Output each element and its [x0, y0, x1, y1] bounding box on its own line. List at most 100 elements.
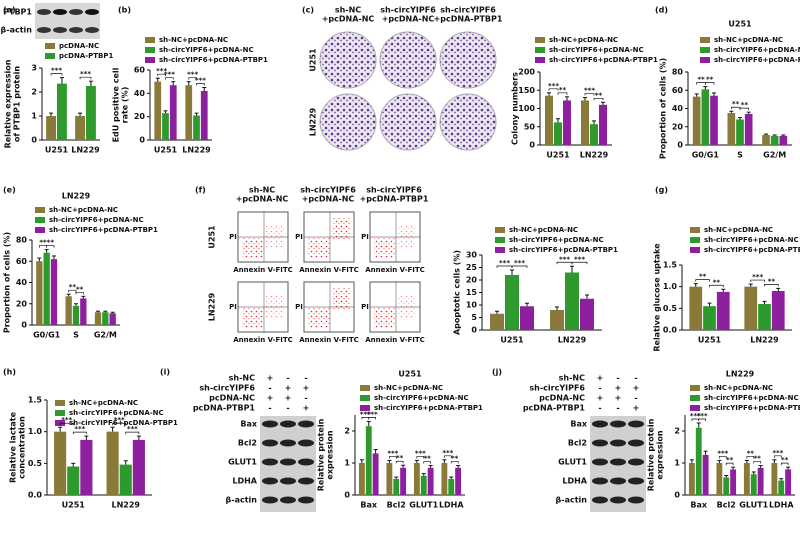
significance-bracket: [511, 265, 528, 268]
column-label: +pcDNA-NC: [322, 15, 375, 24]
blot-band: [37, 27, 51, 33]
colony-plate: [319, 93, 377, 151]
bar: [119, 464, 132, 495]
bar: [565, 272, 579, 330]
bar: [46, 116, 56, 140]
flow-dots: [374, 308, 396, 328]
treatment-label: sh-NC: [229, 374, 255, 383]
legend-swatch: [55, 400, 65, 406]
significance-bracket: [584, 93, 595, 96]
significance-label: ***: [61, 416, 72, 424]
bar: [702, 455, 709, 495]
y-axis-label: Relative protein: [647, 418, 656, 491]
x-tick-label: U251: [154, 146, 178, 155]
y-tick-label: 2: [344, 427, 350, 436]
bar: [154, 81, 162, 140]
y-tick-label: 60: [672, 86, 684, 95]
legend-swatch: [690, 385, 700, 391]
x-tick-label: Bcl2: [717, 501, 736, 510]
y-tick-label: 200: [518, 68, 535, 77]
bar: [106, 431, 119, 495]
bar: [520, 306, 534, 330]
significance-bracket: [165, 77, 174, 80]
x-tick-label: G0/G1: [692, 151, 720, 160]
legend-swatch: [55, 410, 65, 416]
flow-dots: [374, 238, 396, 258]
treatment-label: pcDNA-PTBP1: [523, 404, 586, 413]
legend-label: sh-circYIPF6+pcDNA-PTBP1: [714, 56, 800, 64]
colony-plate: [439, 93, 497, 151]
y-tick-label: 0: [31, 136, 37, 145]
y-tick-label: 40: [134, 89, 146, 98]
blot-label: Bcl2: [238, 439, 257, 448]
column-label: +pcDNA-PTBP1: [360, 195, 429, 204]
legend-label: sh-circYIPF6+pcDNA-PTBP1: [704, 404, 800, 412]
legend-label: sh-NC+pcDNA-NC: [714, 36, 783, 44]
panel-label: (e): [3, 186, 16, 195]
bar: [762, 134, 770, 145]
y-axis-label: PI: [229, 233, 237, 241]
x-tick-label: Bax: [690, 501, 707, 510]
legend-label: sh-circYIPF6+pcDNA-NC: [49, 216, 144, 224]
significance-label: ***: [164, 71, 175, 79]
panel-label: (i): [160, 368, 170, 377]
significance-label: **: [706, 76, 714, 84]
bar: [72, 305, 80, 325]
significance-label: ***: [360, 410, 371, 418]
legend-label: pcDNA-NC: [59, 42, 99, 50]
column-label: sh-circYIPF6: [440, 6, 496, 15]
blot-band: [262, 458, 278, 466]
bar: [716, 291, 730, 330]
treatment-sign: -: [616, 404, 619, 413]
blot-band: [53, 9, 67, 15]
legend-label: sh-circYIPF6+pcDNA-NC: [509, 236, 604, 244]
x-tick-label: LN229: [112, 501, 141, 510]
y-tick-label: 1: [31, 112, 37, 121]
treatment-sign: +: [633, 384, 640, 393]
blot-band: [262, 420, 278, 428]
bar: [785, 469, 792, 495]
bar: [730, 469, 737, 495]
significance-bracket: [416, 456, 425, 459]
blot-band: [592, 439, 608, 447]
significance-label: **: [69, 283, 77, 291]
bar: [743, 463, 750, 495]
bar: [554, 122, 562, 145]
treatment-sign: -: [616, 374, 619, 383]
treatment-sign: -: [268, 384, 271, 393]
x-tick-label: GLUT1: [739, 501, 768, 510]
column-label: +pcDNA-NC: [236, 195, 289, 204]
bar: [441, 463, 448, 495]
y-tick-label: 40: [672, 104, 684, 113]
blot-band: [298, 477, 314, 485]
significance-label: ***: [127, 425, 138, 433]
significance-bracket: [725, 462, 734, 466]
y-tick-label: 10: [466, 301, 478, 310]
significance-label: ***: [574, 255, 585, 263]
legend-swatch: [690, 237, 700, 243]
bar: [727, 113, 736, 145]
treatment-sign: +: [597, 374, 604, 383]
y-axis-label: Relative protein: [317, 418, 326, 491]
legend-label: sh-circYIPF6+pcDNA-NC: [69, 409, 164, 417]
legend-label: sh-NC+pcDNA-NC: [374, 384, 443, 392]
treatment-sign: -: [268, 404, 271, 413]
x-axis-label: Annexin V-FITC: [365, 336, 425, 344]
blot-band: [628, 420, 644, 428]
legend-swatch: [700, 37, 710, 43]
blot-band: [610, 439, 626, 447]
treatment-label: sh-circYIPF6: [529, 384, 585, 393]
x-tick-label: LN229: [558, 336, 587, 345]
y-tick-label: 50: [524, 122, 536, 131]
treatment-sign: +: [303, 384, 310, 393]
bar: [770, 135, 779, 145]
y-axis-label: Proportion of cells (%): [3, 232, 12, 333]
significance-label: **: [732, 100, 740, 108]
y-axis-label: concentration: [18, 416, 27, 479]
column-label: sh-NC: [335, 6, 361, 15]
treatment-sign: +: [285, 394, 292, 403]
bar: [703, 306, 716, 330]
bar: [692, 96, 701, 145]
legend-swatch: [700, 57, 710, 63]
blot-band: [262, 477, 278, 485]
